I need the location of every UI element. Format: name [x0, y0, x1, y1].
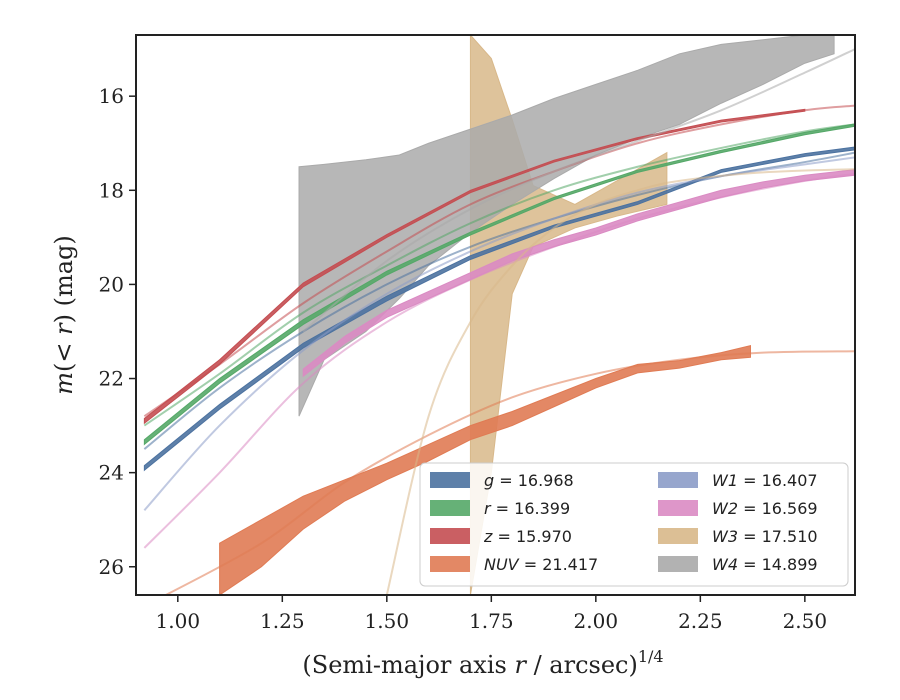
legend-label-z: z = 15.970 [483, 527, 572, 546]
legend-value-W3: = 17.510 [738, 527, 818, 546]
legend-var-W2: W2 [712, 499, 738, 518]
y-tick-label: 20 [99, 272, 124, 296]
y-axis-label-var-r: r [50, 322, 78, 335]
legend-swatch-W1 [658, 472, 698, 488]
x-tick-label: 1.75 [469, 609, 514, 633]
x-tick-label: 2.50 [783, 609, 828, 633]
legend-frame [419, 462, 849, 587]
legend-swatch-r [430, 500, 470, 516]
legend-label-W1: W1 = 16.407 [712, 471, 818, 490]
y-tick-label: 22 [99, 367, 124, 391]
model-curve-W3 [385, 168, 855, 595]
y-tick-label: 26 [99, 555, 124, 579]
legend-value-W1: = 16.407 [738, 471, 818, 490]
x-tick-label: 2.00 [574, 609, 619, 633]
x-tick-label: 1.25 [260, 609, 305, 633]
legend-swatch-W4 [658, 556, 698, 572]
legend-value-NUV: = 21.417 [519, 555, 599, 574]
legend-var-z: z [483, 527, 493, 546]
y-tick-label: 18 [99, 178, 124, 202]
y-axis-label-part-2: (< [50, 335, 78, 372]
model-curve-W1 [143, 156, 855, 511]
model-curve-W4 [302, 48, 855, 333]
legend-label-W4: W4 = 14.899 [712, 555, 818, 574]
y-axis-ticks: 16 18 20 22 24 26 [99, 84, 136, 579]
x-tick-label: 2.25 [678, 609, 723, 633]
legend-value-g: = 16.968 [494, 471, 574, 490]
legend-value-r: = 16.399 [491, 499, 571, 518]
legend-swatch-W3 [658, 528, 698, 544]
legend-label-W2: W2 = 16.569 [712, 499, 818, 518]
x-axis-ticks: 1.00 1.25 1.50 1.75 2.00 2.25 2.50 [156, 595, 828, 633]
x-axis-label-var: r [514, 651, 527, 679]
plot-frame [135, 34, 856, 596]
model-curve-r [143, 123, 855, 427]
x-axis-label-part-1: (Semi-major axis [302, 651, 514, 679]
legend-var-r: r [484, 499, 492, 518]
x-axis-label-part-2: / arcsec) [526, 651, 638, 679]
model-curve-z [143, 104, 855, 418]
y-axis-label-part-4: ) (mag) [50, 235, 78, 323]
legend-label-NUV: NUV = 21.417 [484, 555, 598, 574]
legend-var-NUV: NUV [484, 555, 520, 574]
model-curves [143, 48, 855, 595]
band-g [143, 146, 855, 472]
y-axis-label: m(< r) (mag) [50, 235, 78, 395]
legend-label-W3: W3 = 17.510 [712, 527, 818, 546]
legend-swatch-W2 [658, 500, 698, 516]
y-tick-label: 24 [99, 461, 124, 485]
x-tick-label: 1.50 [365, 609, 410, 633]
legend-var-W1: W1 [712, 471, 738, 490]
legend-value-W2: = 16.569 [738, 499, 818, 518]
legend-var-W3: W3 [712, 527, 738, 546]
model-curve-NUV [163, 350, 855, 595]
legend-var-W4: W4 [712, 555, 738, 574]
legend-swatch-g [430, 472, 470, 488]
y-axis-label-var-m: m [50, 372, 78, 395]
legend-var-g: g [484, 471, 494, 490]
legend-label-r: r = 16.399 [484, 499, 570, 518]
legend-value-z: = 15.970 [492, 527, 572, 546]
x-axis-label-exponent: 1/4 [638, 647, 664, 666]
legend-swatch-z [430, 528, 470, 544]
x-axis-label: (Semi-major axis r / arcsec)1/4 [302, 647, 663, 679]
x-tick-label: 1.00 [156, 609, 201, 633]
y-tick-label: 16 [99, 84, 124, 108]
error-bands [143, 35, 855, 595]
model-curve-W2 [143, 172, 855, 549]
legend-value-W4: = 14.899 [738, 555, 818, 574]
legend-swatch-NUV [430, 556, 470, 572]
legend-label-g: g = 16.968 [484, 471, 574, 490]
band-r [143, 123, 855, 446]
band-NUV [219, 344, 751, 595]
